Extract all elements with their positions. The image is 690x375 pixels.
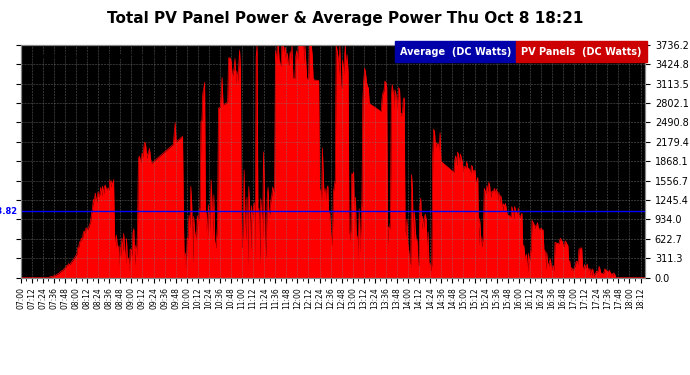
Text: Average  (DC Watts): Average (DC Watts) [400,46,511,57]
Text: 1063.82: 1063.82 [0,207,17,216]
Text: Total PV Panel Power & Average Power Thu Oct 8 18:21: Total PV Panel Power & Average Power Thu… [107,11,583,26]
Text: PV Panels  (DC Watts): PV Panels (DC Watts) [522,46,642,57]
Text: Copyright 2015 Cartronics.com: Copyright 2015 Cartronics.com [27,52,168,61]
